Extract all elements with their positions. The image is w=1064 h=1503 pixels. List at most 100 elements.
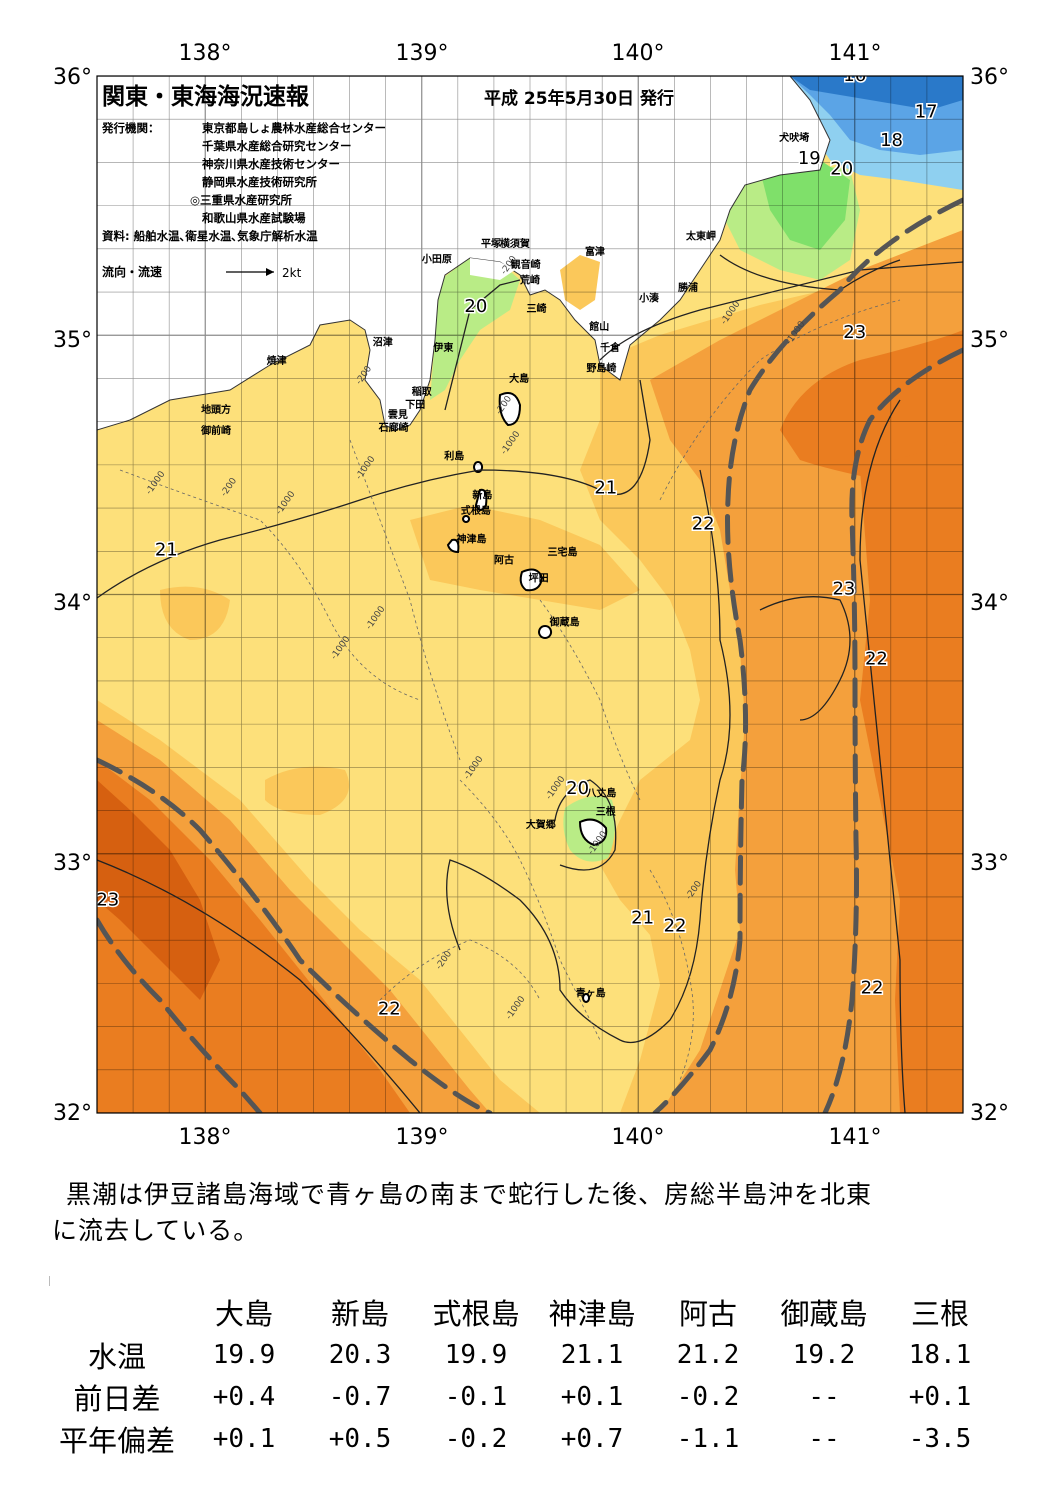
lat-label-32-left: 32°: [53, 1101, 92, 1126]
col-header: 新島: [302, 1290, 418, 1334]
place-label: 大島: [509, 372, 529, 385]
issuer-1: 東京都島しょ農林水産総合センター: [202, 121, 386, 135]
data-source: 資料: 船舶水温､衛星水温､気象庁解析水温: [102, 229, 318, 243]
place-label: 犬吠埼: [779, 131, 809, 144]
report-date: 平成 25年5月30日 発行: [484, 88, 674, 109]
col-header: 三根: [882, 1290, 998, 1334]
lon-label-140-top: 140°: [612, 41, 665, 66]
row-label: 水温: [48, 1334, 186, 1376]
lon-label-141-bottom: 141°: [829, 1125, 882, 1150]
lat-label-34-left: 34°: [53, 591, 92, 616]
isotherm-label: 20: [830, 159, 853, 180]
issuer-2: 千葉県水産総合研究センター: [202, 139, 352, 153]
lat-label-36-left: 36°: [53, 65, 92, 90]
table-cell: 19.2: [766, 1334, 882, 1376]
lon-labels-bottom: 138° 139° 140° 141°: [179, 1125, 882, 1150]
isotherm-label: 21: [594, 477, 617, 498]
isotherm-label: 18: [880, 130, 903, 151]
lon-label-138-top: 138°: [179, 41, 232, 66]
place-label: 式根島: [461, 504, 491, 517]
isotherm-label: 22: [865, 648, 888, 669]
issuer-label: 発行機関：: [101, 121, 160, 135]
lat-labels-left: 36° 35° 34° 33° 32°: [53, 65, 92, 1126]
place-label: 富津: [585, 245, 605, 258]
isotherm-label: 23: [843, 322, 866, 343]
table-cell: -0.1: [418, 1376, 534, 1418]
table-cell: -0.2: [650, 1376, 766, 1418]
table-cell: 18.1: [882, 1334, 998, 1376]
col-header: 阿古: [650, 1290, 766, 1334]
place-label: 勝浦: [678, 281, 698, 294]
place-label: 小田原: [421, 253, 452, 266]
table-header-row: 大島 新島 式根島 神津島 阿古 御蔵島 三根: [48, 1290, 998, 1334]
row-label: 平年偏差: [48, 1418, 186, 1460]
small-divider: [49, 1276, 50, 1286]
isotherm-label: 23: [832, 579, 855, 600]
observation-table: 大島 新島 式根島 神津島 阿古 御蔵島 三根 水温 19.9 20.3 19.…: [48, 1290, 998, 1460]
table-row: 水温 19.9 20.3 19.9 21.1 21.2 19.2 18.1: [48, 1334, 998, 1376]
isotherm-label: 21: [155, 540, 178, 561]
lat-label-34-right: 34°: [970, 591, 1009, 616]
table-cell: 21.1: [534, 1334, 650, 1376]
place-label: 三崎: [526, 302, 546, 315]
col-header: 御蔵島: [766, 1290, 882, 1334]
lon-label-139-bottom: 139°: [396, 1125, 449, 1150]
lon-label-141-top: 141°: [829, 41, 882, 66]
isotherm-label: 22: [692, 514, 715, 535]
issuer-6: 和歌山県水産試験場: [202, 211, 306, 225]
place-label: 八丈島: [585, 787, 616, 800]
table-cell: --: [766, 1418, 882, 1460]
place-label: 神津島: [457, 533, 487, 546]
table-cell: 19.9: [418, 1334, 534, 1376]
lon-label-139-top: 139°: [396, 41, 449, 66]
isotherm-label: 19: [798, 148, 821, 169]
table-cell: +0.4: [186, 1376, 302, 1418]
place-label: 館山: [588, 320, 609, 333]
issuer-4: 静岡県水産技術研究所: [202, 175, 317, 189]
table-cell: +0.1: [186, 1418, 302, 1460]
lat-label-32-right: 32°: [970, 1101, 1009, 1126]
row-label: 前日差: [48, 1376, 186, 1418]
current-legend-scale: 2kt: [282, 266, 302, 280]
lat-label-35-left: 35°: [53, 328, 92, 353]
col-header: 式根島: [418, 1290, 534, 1334]
summary-line-2: に流去している。: [52, 1213, 1012, 1249]
table-cell: -0.7: [302, 1376, 418, 1418]
place-label: 御前崎: [200, 424, 231, 437]
table-cell: -1.1: [650, 1418, 766, 1460]
table-cell: 19.9: [186, 1334, 302, 1376]
place-label: 三根: [596, 805, 616, 818]
table-row: 平年偏差 +0.1 +0.5 -0.2 +0.7 -1.1 -- -3.5: [48, 1418, 998, 1460]
col-header: 大島: [186, 1290, 302, 1334]
lat-label-33-left: 33°: [53, 851, 92, 876]
lon-labels-top: 138° 139° 140° 141°: [179, 41, 882, 66]
table-cell: +0.5: [302, 1418, 418, 1460]
table-corner: [48, 1290, 186, 1334]
isotherm-label: 23: [96, 890, 119, 911]
isotherm-label: 22: [861, 978, 884, 999]
table-cell: +0.7: [534, 1418, 650, 1460]
place-label: 野島崎: [586, 362, 616, 375]
place-label: 焼津: [267, 354, 287, 367]
place-label: 大賀郷: [526, 818, 556, 831]
place-label: 坪田: [529, 572, 549, 585]
issuer-3: 神奈川県水産技術センター: [202, 157, 340, 171]
table-cell: +0.1: [534, 1376, 650, 1418]
table-row: 前日差 +0.4 -0.7 -0.1 +0.1 -0.2 -- +0.1: [48, 1376, 998, 1418]
place-label: 小湊: [638, 292, 660, 305]
isotherm-label: 21: [631, 908, 654, 929]
isotherm-label: 17: [915, 101, 938, 122]
place-label: 下田: [405, 399, 425, 411]
place-label: 青ヶ島: [576, 986, 606, 999]
issuer-5: ◎三重県水産研究所: [190, 193, 293, 207]
summary-text: 黒潮は伊豆諸島海域で青ヶ島の南まで蛇行した後、房総半島沖を北東 に流去している。: [52, 1177, 1012, 1249]
table-cell: 21.2: [650, 1334, 766, 1376]
current-legend-label: 流向・流速: [102, 264, 162, 279]
place-label: 地頭方: [201, 403, 231, 416]
table-cell: 20.3: [302, 1334, 418, 1376]
table-cell: --: [766, 1376, 882, 1418]
place-label: 石廊崎: [378, 421, 409, 434]
place-label: 伊東: [432, 341, 453, 354]
place-label: 阿古: [494, 553, 514, 566]
